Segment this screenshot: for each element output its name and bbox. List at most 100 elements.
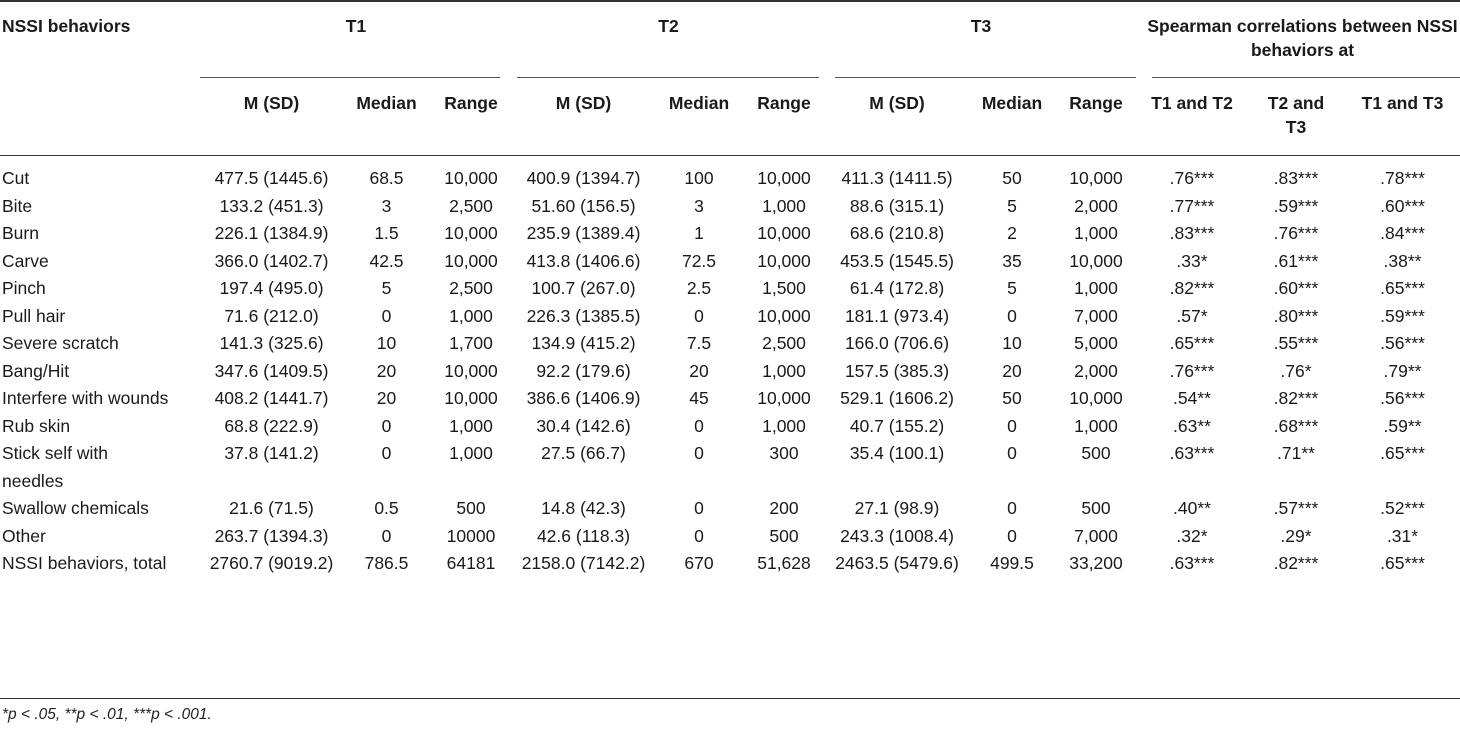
table-row: Other 263.7 (1394.3) 0 10000 42.6 (118.3) 0 50… (0, 523, 1460, 551)
table-cell: 500 (769, 525, 799, 546)
table-cell: 10,000 (1069, 388, 1123, 408)
row-label: Other (2, 525, 46, 546)
table-cell: 0 (381, 415, 392, 436)
table-row: Bite 133.2 (451.3) 3 2,500 51.60 (156.5) 3 1,0… (0, 193, 1460, 221)
table-cell: 499.5 (990, 553, 1034, 573)
table-cell: 400.9 (1394.7) (526, 168, 641, 188)
table-cell: .78*** (1380, 168, 1425, 188)
subheader-corr-1: T1 and T2 (1151, 93, 1233, 113)
table-cell: 61.4 (172.8) (849, 278, 945, 298)
table-cell: .83*** (1169, 223, 1215, 243)
table-cell: 72.5 (681, 250, 717, 271)
table-cell: 5,000 (1074, 333, 1118, 353)
table-cell: 181.1 (973.4) (844, 305, 950, 326)
table-cell: 300 (769, 443, 799, 463)
table-cell: 10,000 (444, 223, 498, 243)
table-cell: 453.5 (1545.5) (840, 250, 954, 271)
table-cell: 20 (689, 360, 709, 381)
table-cell: .65*** (1380, 278, 1425, 298)
subheader-median: Median (981, 93, 1043, 113)
table-cell: 1.5 (374, 223, 399, 243)
row-label: NSSI behaviors, total (2, 553, 167, 573)
table-cell: 3 (694, 195, 704, 216)
table-cell: 7.5 (686, 333, 712, 353)
table-row: Cut 477.5 (1445.6) 68.5 10,000 400.9 (1394.7… (0, 155, 1460, 193)
table-cell: 500 (1081, 443, 1111, 463)
header-nssi-behaviors: NSSI behaviors (2, 16, 131, 36)
table-cell: .65*** (1380, 553, 1425, 573)
table-cell: .32* (1176, 525, 1208, 546)
row-label: Burn (2, 223, 39, 243)
t1-underline (200, 77, 500, 78)
table-cell: 0.5 (374, 498, 399, 518)
row-label: Swallow chemicals (2, 498, 149, 518)
table-cell: 92.2 (179.6) (536, 360, 631, 381)
table-cell: .57*** (1273, 498, 1319, 518)
table-cell: 2463.5 (5479.6) (835, 553, 959, 573)
table-cell: 0 (1007, 525, 1017, 546)
table-cell: .68*** (1273, 415, 1319, 436)
table-cell: 71.6 (212.0) (224, 305, 319, 326)
table-cell: 133.2 (451.3) (219, 195, 324, 216)
table-cell: 411.3 (1411.5) (841, 168, 953, 188)
table-cell: 500 (1081, 498, 1111, 518)
table-cell: .59*** (1273, 195, 1319, 216)
table-cell: .76*** (1273, 223, 1319, 243)
table-row: Burn 226.1 (1384.9) 1.5 10,000 235.9 (1389.4… (0, 220, 1460, 248)
table-cell: .57* (1176, 305, 1208, 326)
table-cell: .77*** (1169, 195, 1215, 216)
footnote: *p < .05, **p < .01, ***p < .001. (2, 706, 212, 723)
table-cell: 5 (1007, 278, 1017, 298)
table-cell: 0 (381, 305, 392, 326)
row-label: Bang/Hit (2, 360, 70, 381)
table-cell: .63** (1173, 415, 1211, 436)
table-cell: 88.6 (315.1) (849, 195, 945, 216)
table-cell: 413.8 (1406.6) (526, 250, 641, 271)
row-label: Cut (2, 168, 30, 188)
table-cell: 10,000 (1069, 168, 1123, 188)
table-cell: 10,000 (757, 388, 811, 408)
table-cell: 166.0 (706.6) (844, 333, 950, 353)
table-cell: 10 (1002, 333, 1022, 353)
table-cell: 500 (456, 498, 486, 518)
table-cell: .56*** (1380, 333, 1425, 353)
table-cell: 200 (769, 498, 799, 518)
table-cell: 100 (684, 168, 714, 188)
table-cell: 0 (694, 443, 704, 463)
table-cell: 0 (694, 305, 704, 326)
table-cell: 134.9 (415.2) (531, 333, 636, 353)
subheader-corr-2: T2 and T3 (1267, 93, 1325, 137)
table-cell: 0 (694, 498, 704, 518)
table-cell: .56*** (1380, 388, 1425, 408)
table-row: NSSI behaviors, total 2760.7 (9019.2) 786.… (0, 550, 1460, 578)
t2-underline (517, 77, 819, 78)
table-cell: 243.3 (1008.4) (840, 525, 954, 546)
table-cell: 64181 (446, 553, 496, 573)
table-cell: 226.1 (1384.9) (214, 223, 329, 243)
table-cell: 141.3 (325.6) (219, 333, 324, 353)
table-cell: 226.3 (1385.5) (526, 305, 641, 326)
table-cell: 529.1 (1606.2) (840, 388, 954, 408)
subheader-m-sd: M (SD) (555, 93, 612, 113)
table-cell: .76* (1280, 360, 1312, 381)
table-cell: 0 (1007, 305, 1017, 326)
table-cell: .63*** (1169, 553, 1215, 573)
table-cell: 1,000 (1074, 223, 1118, 243)
table-cell: 50 (1002, 168, 1022, 188)
table-cell: 68.5 (369, 168, 404, 188)
table-cell: 27.1 (98.9) (854, 498, 940, 518)
table-cell: 5 (381, 278, 392, 298)
table-cell: 10,000 (757, 223, 811, 243)
subheader-range: Range (444, 93, 498, 113)
row-label: Severe scratch (2, 333, 119, 353)
table-cell: 10,000 (1069, 250, 1123, 271)
table-cell: 30.4 (142.6) (536, 415, 631, 436)
table-cell: 408.2 (1441.7) (214, 388, 329, 408)
row-label: Pinch (2, 278, 46, 298)
top-rule (0, 0, 1460, 2)
table-cell: 2,500 (762, 333, 806, 353)
table-cell: .63*** (1169, 443, 1215, 463)
table-cell: 0 (1007, 415, 1017, 436)
table-cell: .38** (1383, 250, 1422, 271)
